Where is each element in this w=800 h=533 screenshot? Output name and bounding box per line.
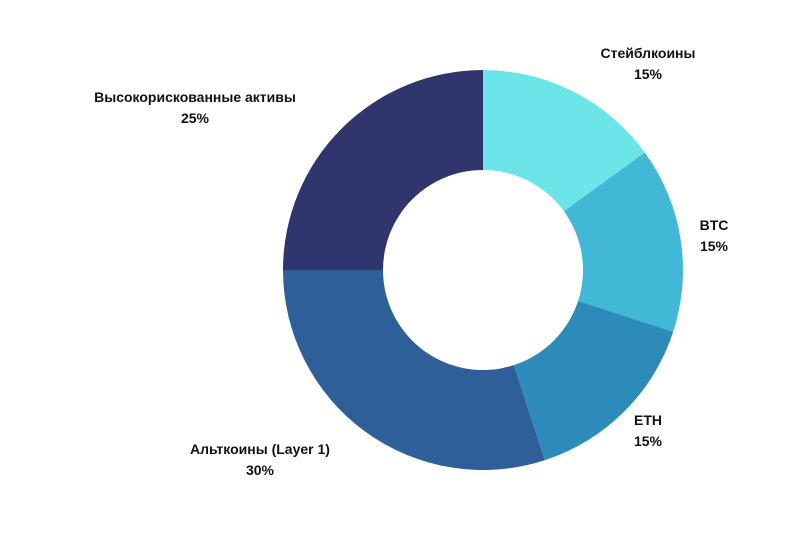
chart-labels: Стейблкоины 15% BTC 15% ETH 15% Альткоины (Lay… xyxy=(94,45,728,478)
slice-value-label: 15% xyxy=(700,238,729,254)
slice-value-label: 25% xyxy=(181,110,210,126)
slice-category-label: Стейблкоины xyxy=(601,45,696,61)
donut-hole xyxy=(383,170,583,370)
slice-value-label: 30% xyxy=(246,462,275,478)
slice-category-label: ETH xyxy=(634,412,662,428)
slice-value-label: 15% xyxy=(634,433,663,449)
slice-category-label: Высокорискованные активы xyxy=(94,89,296,105)
slice-value-label: 15% xyxy=(634,66,663,82)
slice-category-label: Альткоины (Layer 1) xyxy=(190,441,330,457)
pie-slice xyxy=(483,152,683,332)
slice-category-label: BTC xyxy=(700,217,729,233)
